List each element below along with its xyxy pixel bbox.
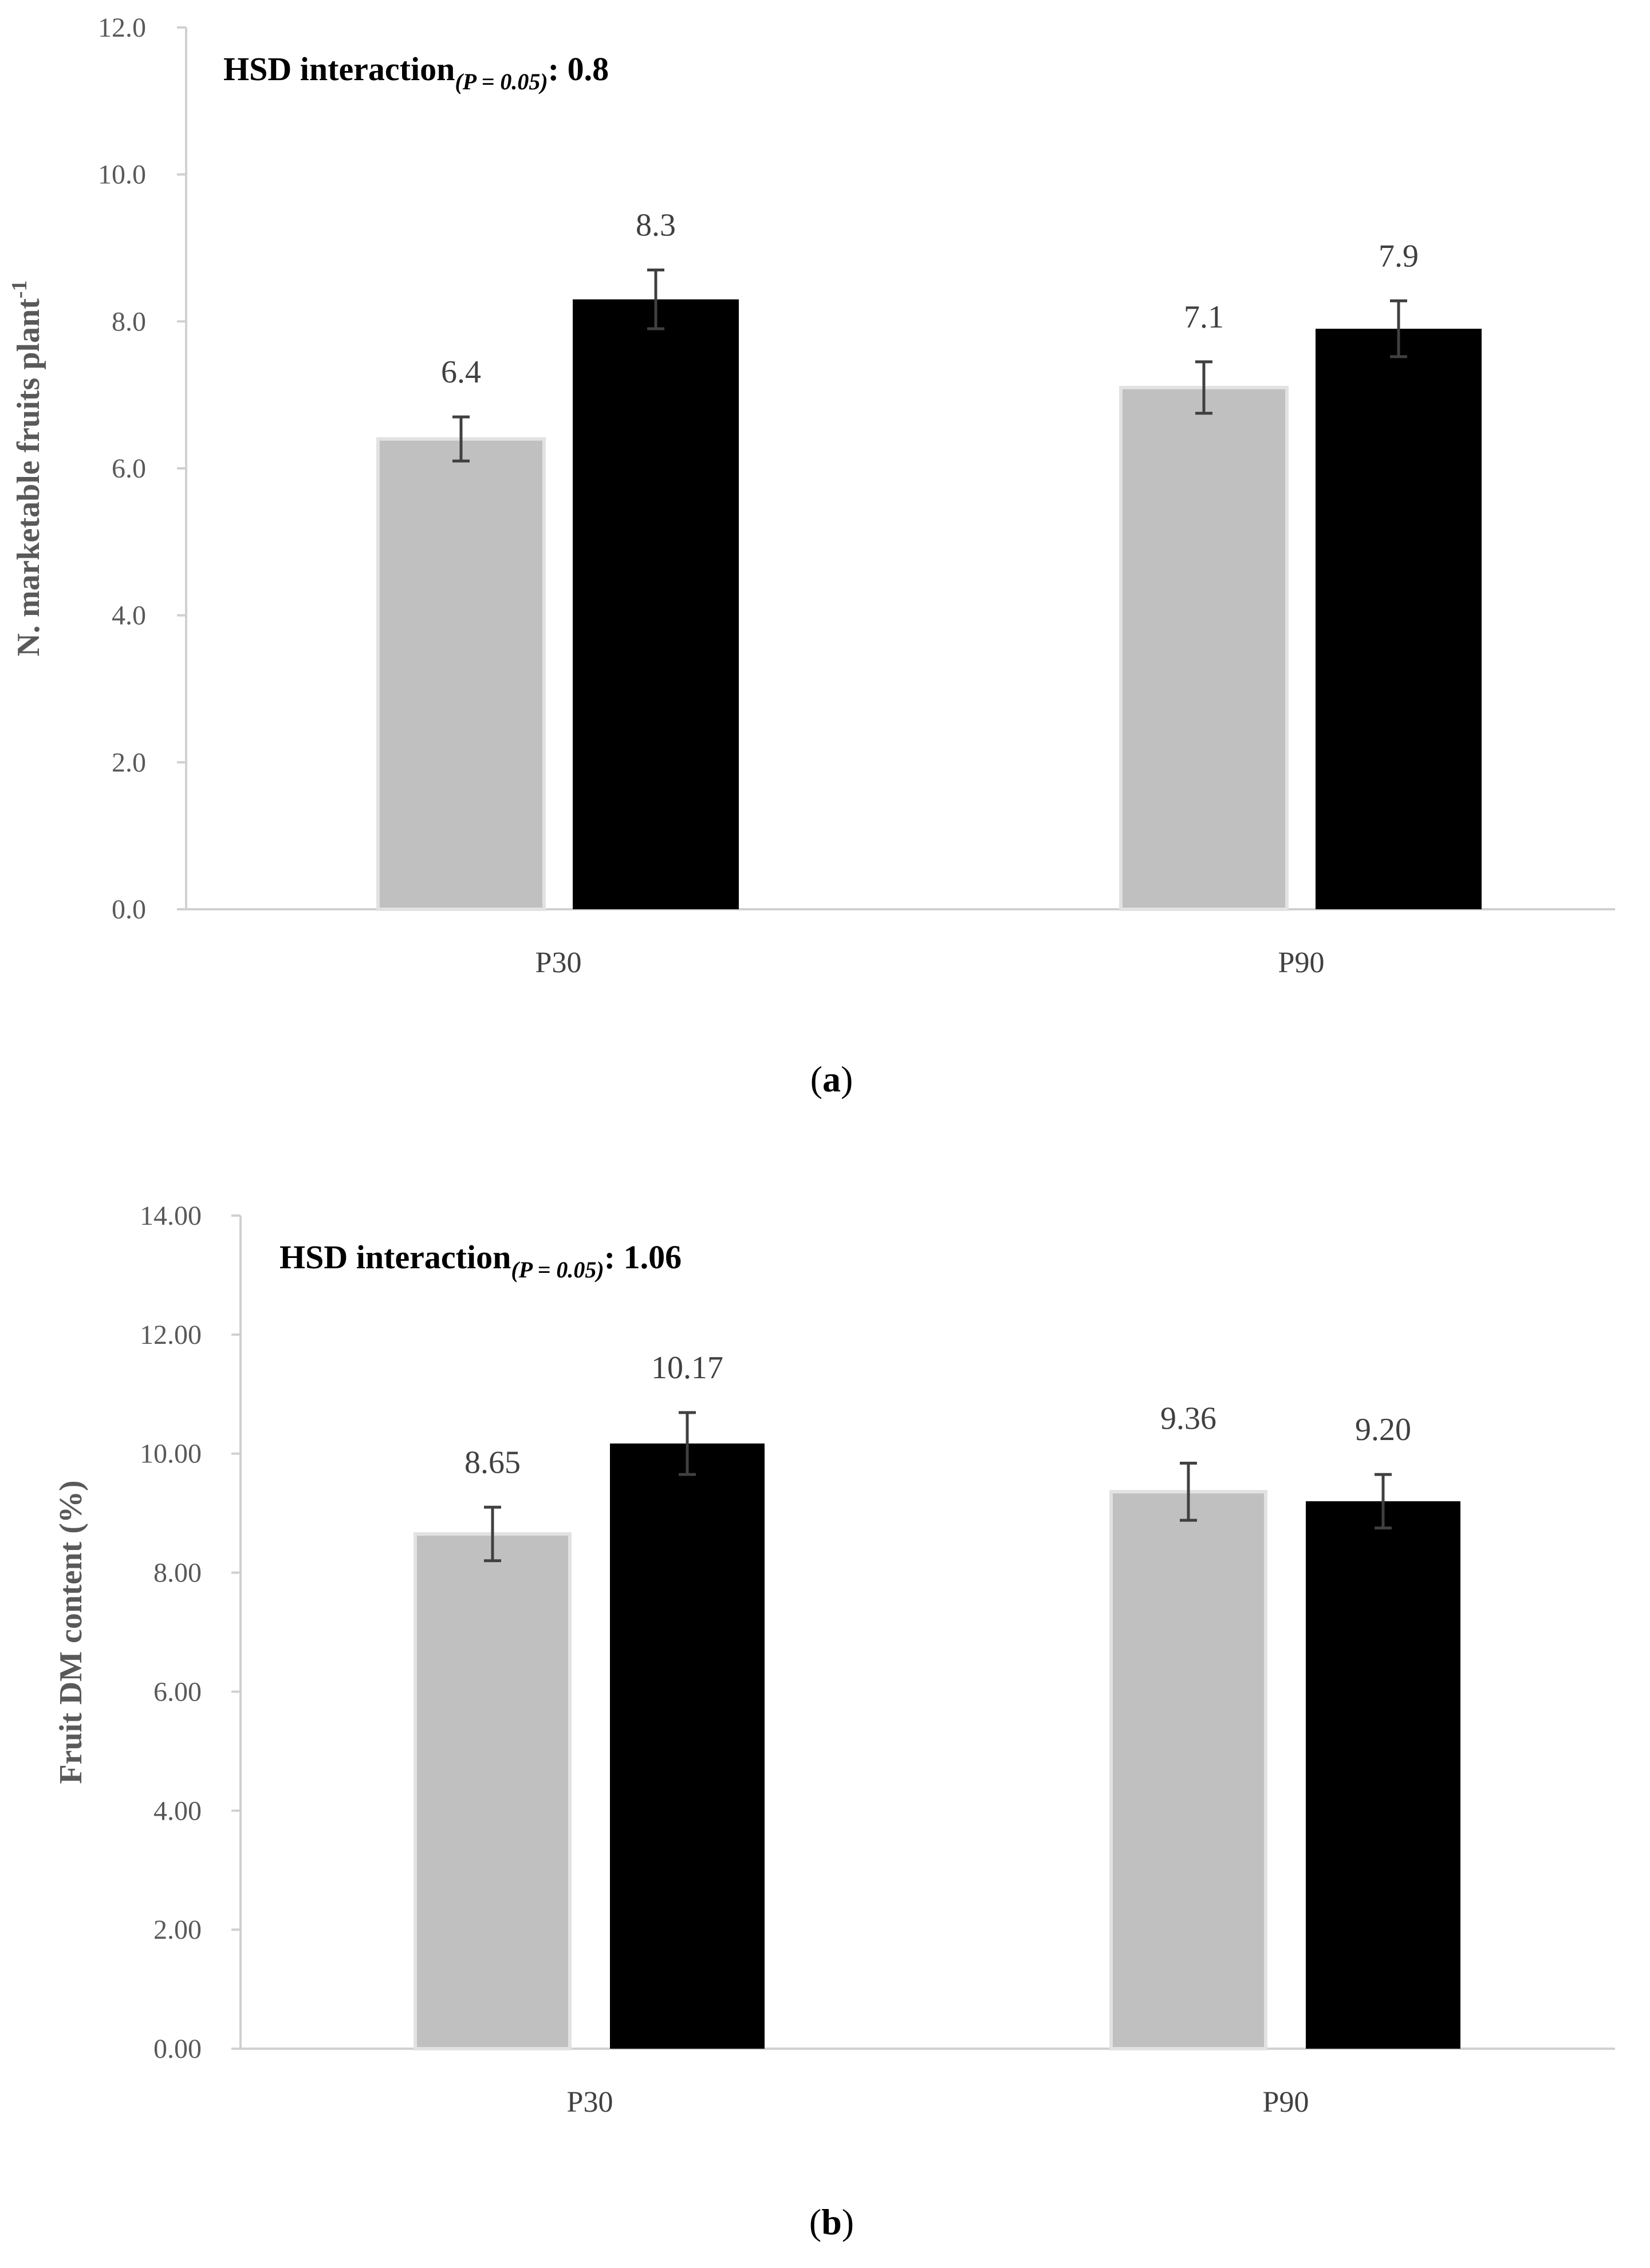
chart-a-bar-p90-series-2 bbox=[1316, 329, 1482, 909]
chart-a-y-axis-label-text: N. marketable fruits plant bbox=[11, 298, 46, 657]
chart-b-y-tick-label: 2.00 bbox=[153, 1915, 202, 1945]
chart-b-hsd-text: HSD interaction bbox=[279, 1238, 511, 1276]
chart-a-data-label: 7.1 bbox=[1184, 299, 1224, 335]
chart-a-y-axis-label: N. marketable fruits plant-1 bbox=[7, 281, 46, 657]
chart-b-panel-letter: b bbox=[821, 2202, 842, 2242]
chart-a-y-tick-label: 10.0 bbox=[98, 160, 146, 190]
chart-b-panel-paren-open: ( bbox=[809, 2202, 821, 2242]
chart-a-bar-p30-series-2 bbox=[573, 299, 739, 910]
chart-a-panel-label: (a) bbox=[810, 1059, 853, 1099]
chart-a-data-label: 7.9 bbox=[1379, 238, 1419, 274]
chart-b-bar-p90-series-2 bbox=[1306, 1501, 1460, 2049]
chart-a-bar-p90-series-1 bbox=[1119, 385, 1289, 911]
chart-b-y-axis-label: Fruit DM content (%) bbox=[53, 1480, 89, 1784]
chart-b: 0.00 2.00 4.00 6.00 8.00 10.00 12.00 14.00 Fruit… bbox=[53, 1201, 1615, 2242]
chart-a-panel-letter: a bbox=[822, 1059, 841, 1099]
chart-b-data-label: 10.17 bbox=[651, 1350, 723, 1386]
chart-a-hsd-value: : 0.8 bbox=[548, 50, 609, 88]
chart-b-y-tick-label: 10.00 bbox=[140, 1439, 202, 1469]
chart-b-bar-p90-series-1 bbox=[1109, 1490, 1267, 2050]
chart-a-y-tick-label: 6.0 bbox=[112, 453, 146, 484]
chart-b-y-tick-label: 4.00 bbox=[153, 1796, 202, 1826]
chart-a-category-label: P90 bbox=[1278, 946, 1325, 979]
chart-b-hsd-annotation: HSD interaction(P = 0.05): 1.06 bbox=[279, 1238, 682, 1283]
chart-a-y-tick-label: 4.0 bbox=[112, 601, 146, 631]
chart-b-category-label: P30 bbox=[567, 2086, 613, 2119]
chart-b-y-tick-label: 12.00 bbox=[140, 1320, 202, 1350]
chart-a-bar-p30-series-1 bbox=[376, 437, 546, 911]
chart-a-panel-paren-close: ) bbox=[841, 1059, 853, 1099]
chart-b-y-tick-label: 8.00 bbox=[153, 1558, 202, 1588]
chart-a-y-tick-label: 2.0 bbox=[112, 747, 146, 778]
chart-b-data-label: 9.36 bbox=[1160, 1401, 1216, 1436]
chart-b-panel-paren-close: ) bbox=[842, 2202, 854, 2242]
chart-b-bar-p30-series-1 bbox=[414, 1532, 572, 2050]
chart-a-panel-paren-open: ( bbox=[810, 1059, 822, 1099]
chart-b-category-label: P90 bbox=[1263, 2086, 1309, 2119]
chart-a-data-label: 8.3 bbox=[636, 208, 676, 243]
chart-b-y-tick-label: 6.00 bbox=[153, 1677, 202, 1707]
chart-a-hsd-subscript: (P = 0.05) bbox=[455, 69, 548, 94]
chart-b-data-label: 8.65 bbox=[464, 1445, 521, 1480]
chart-b-bar-p30-series-2 bbox=[610, 1443, 765, 2049]
chart-b-y-axis-label-text: Fruit DM content (%) bbox=[53, 1480, 89, 1784]
chart-a-y-tick-label: 8.0 bbox=[112, 306, 146, 337]
chart-a-data-label: 6.4 bbox=[441, 354, 481, 390]
chart-b-hsd-value: : 1.06 bbox=[604, 1238, 682, 1276]
chart-a-category-label: P30 bbox=[535, 946, 582, 979]
chart-a-y-axis-label-superscript: -1 bbox=[7, 281, 31, 299]
chart-b-y-tick-label: 0.00 bbox=[153, 2034, 202, 2064]
chart-a-y-tick-label: 0.0 bbox=[112, 894, 146, 925]
chart-a-hsd-annotation: HSD interaction(P = 0.05): 0.8 bbox=[223, 50, 609, 94]
chart-b-panel-label: (b) bbox=[809, 2202, 854, 2242]
chart-a-hsd-text: HSD interaction bbox=[223, 50, 455, 88]
chart-b-hsd-subscript: (P = 0.05) bbox=[511, 1257, 604, 1283]
chart-a: 0.0 2.0 4.0 6.0 8.0 10.0 12.0 N. marketable fru… bbox=[7, 13, 1615, 1099]
chart-b-y-tick-label: 14.00 bbox=[140, 1201, 202, 1231]
chart-a-y-tick-label: 12.0 bbox=[98, 13, 146, 43]
chart-b-data-label: 9.20 bbox=[1355, 1412, 1411, 1447]
